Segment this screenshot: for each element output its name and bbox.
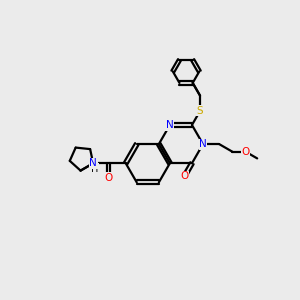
Text: O: O bbox=[104, 173, 113, 183]
Text: N: N bbox=[199, 139, 207, 149]
Text: N: N bbox=[166, 120, 174, 130]
Text: S: S bbox=[197, 106, 203, 116]
Text: O: O bbox=[242, 147, 250, 157]
Text: H: H bbox=[91, 164, 98, 173]
Text: O: O bbox=[180, 172, 188, 182]
Text: N: N bbox=[89, 158, 97, 168]
